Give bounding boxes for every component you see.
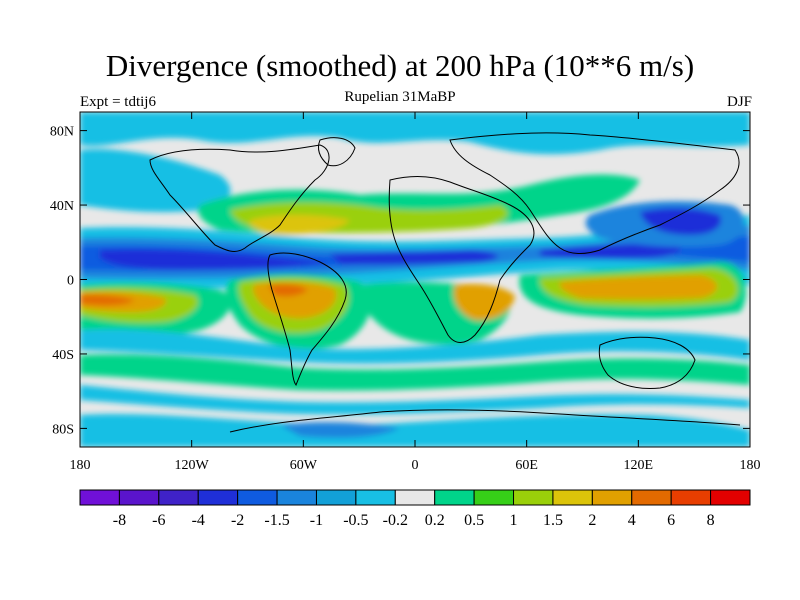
colorbar-swatch — [276, 489, 317, 506]
y-tick-label: 80N — [50, 125, 74, 140]
coastline-greenland — [317, 137, 356, 167]
coastline-australia — [598, 336, 696, 389]
region-spac-red — [80, 294, 135, 306]
x-tick-label: 120W — [175, 458, 210, 473]
colorbar-label: -1.5 — [264, 512, 289, 529]
chart-title: Divergence (smoothed) at 200 hPa (10**6 … — [105, 48, 695, 83]
colorbar-label: 4 — [628, 512, 636, 529]
colorbar-label: 8 — [707, 512, 715, 529]
experiment-label: Expt = tdtij6 — [80, 94, 156, 110]
coastline-asia — [449, 132, 740, 254]
colorbar-label: 1 — [510, 512, 518, 529]
colorbar: -8 -6 -4 -2 -1.5 -1 -0.5 -0.2 0.2 0.5 1 1.5 2 4 6 8 — [79, 489, 751, 529]
colorbar-label: -0.5 — [343, 512, 368, 529]
x-tick-label: 60E — [515, 458, 538, 473]
colorbar-swatch — [394, 489, 436, 506]
x-tick-label: 180 — [740, 458, 761, 473]
coastline-north-america — [149, 144, 330, 252]
y-tick-label: 0 — [67, 274, 74, 289]
colorbar-label: -1 — [310, 512, 323, 529]
coastline-antarctica — [229, 409, 741, 433]
colorbar-swatch — [552, 489, 593, 506]
colorbar-label: -4 — [192, 512, 205, 529]
x-tick-label: 0 — [412, 458, 419, 473]
y-tick-label: 80S — [52, 422, 74, 437]
y-axis: 80N 40N 0 40S 80S — [50, 125, 750, 437]
region-safrica-orange — [453, 284, 515, 321]
colorbar-swatch — [473, 489, 515, 506]
region-antarctic-blue — [80, 413, 750, 447]
colorbar-swatch — [513, 489, 554, 506]
region-samerica-red — [268, 284, 308, 297]
region-nwpac-strong — [640, 208, 721, 235]
coastlines — [149, 132, 741, 433]
colorbar-label: 6 — [667, 512, 675, 529]
colorbar-label: -2 — [231, 512, 244, 529]
coastline-south-america — [267, 252, 347, 386]
colorbar-swatch — [631, 489, 672, 506]
region-arctic-convergence — [80, 112, 750, 155]
colorbar-swatch — [237, 489, 278, 506]
region-itcz-core-epac — [100, 249, 330, 270]
chart-subtitle: Rupelian 31MaBP — [344, 89, 456, 105]
colorbar-swatch — [355, 489, 396, 506]
x-tick-label: 120E — [624, 458, 654, 473]
region-itcz-core-atl — [330, 250, 499, 265]
colorbar-swatch — [670, 489, 712, 506]
region-itcz-core-io — [540, 242, 681, 259]
y-tick-label: 40N — [50, 199, 74, 214]
divergence-field — [80, 112, 750, 447]
colorbar-swatch — [315, 489, 357, 506]
colorbar-swatch — [158, 489, 199, 506]
colorbar-label: 1.5 — [543, 512, 563, 529]
colorbar-label: -8 — [113, 512, 126, 529]
region-sml-lightblue — [80, 329, 750, 364]
y-tick-label: 40S — [52, 348, 74, 363]
x-axis: 180 120W 60W 0 60E 120E 180 — [70, 112, 761, 473]
colorbar-swatch — [591, 489, 633, 506]
x-tick-label: 180 — [70, 458, 91, 473]
colorbar-swatch — [79, 489, 120, 506]
colorbar-label: 0.2 — [425, 512, 445, 529]
colorbar-swatch — [197, 489, 239, 506]
coastline-africa-eurasia — [388, 176, 535, 343]
colorbar-swatch — [434, 489, 475, 506]
season-label: DJF — [726, 94, 752, 110]
x-tick-label: 60W — [290, 458, 318, 473]
region-wpac-orange — [559, 275, 717, 300]
region-sml-green — [80, 354, 750, 391]
region-antarctic-mid — [280, 422, 400, 438]
colorbar-label: -6 — [152, 512, 165, 529]
colorbar-label: -0.2 — [383, 512, 408, 529]
region-sml-lightblue-2 — [80, 385, 750, 415]
colorbar-label: 2 — [588, 512, 596, 529]
colorbar-swatch — [118, 489, 160, 506]
colorbar-label: 0.5 — [464, 512, 484, 529]
region-npac-blue — [80, 149, 231, 213]
colorbar-swatch — [710, 489, 751, 506]
